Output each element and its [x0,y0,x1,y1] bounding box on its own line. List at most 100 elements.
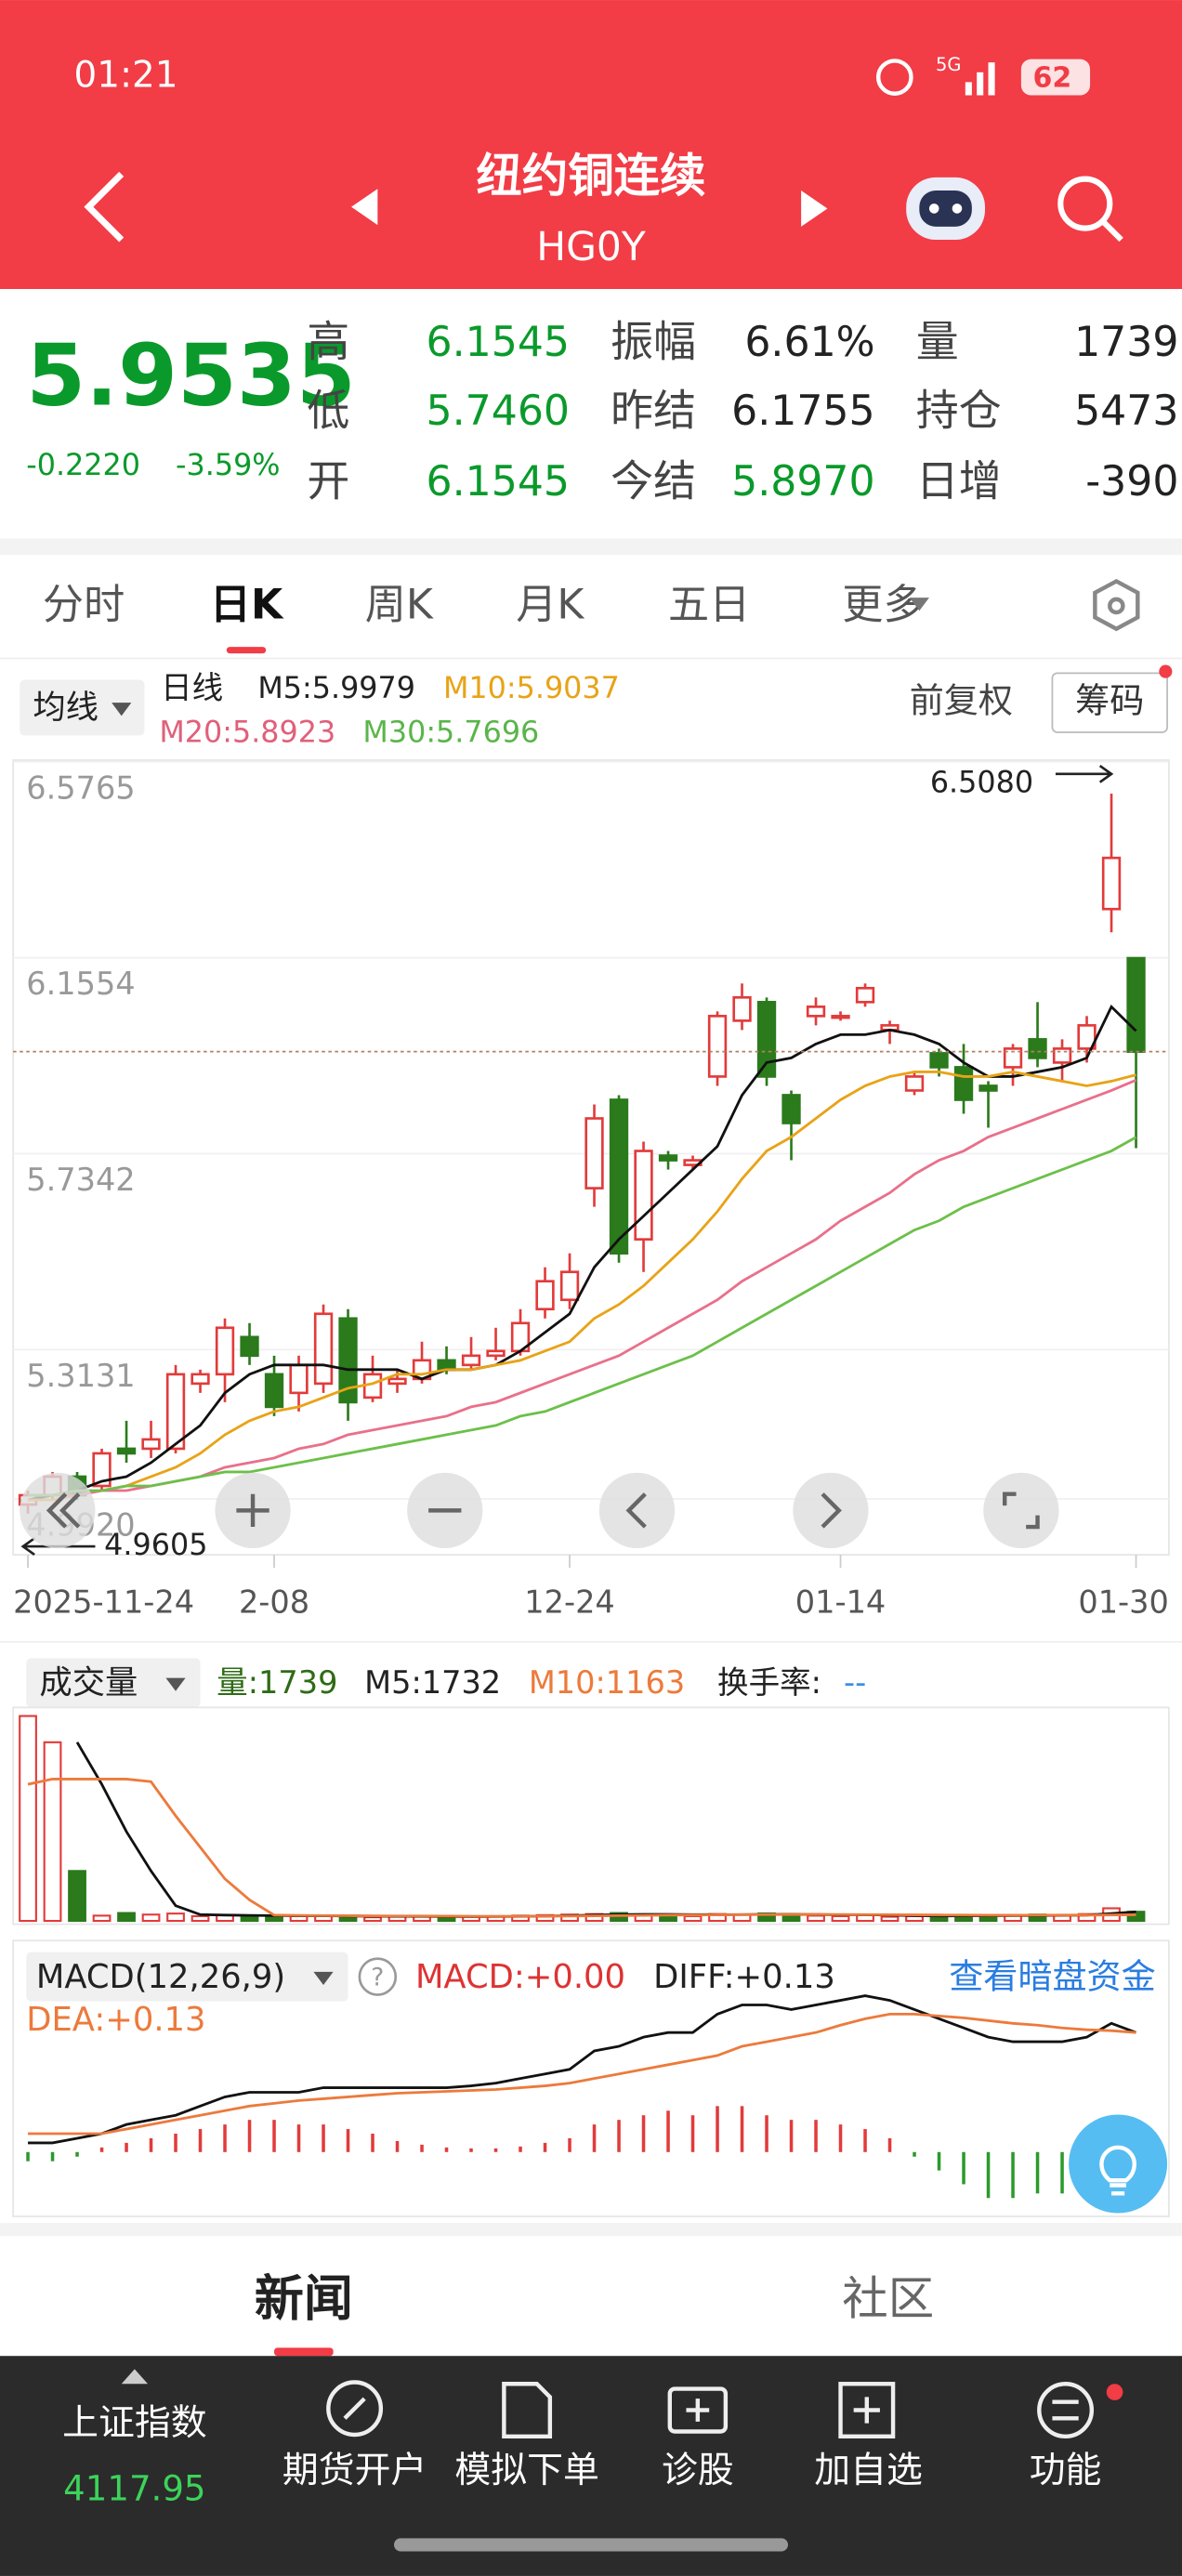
control-button[interactable] [983,1472,1059,1549]
ma-selector[interactable] [20,679,145,736]
nav-icon [326,2380,384,2438]
search-icon[interactable] [1057,176,1123,243]
candle-body [953,1066,974,1101]
indicator-line [27,1004,1137,1502]
control-icon [1002,1492,1040,1530]
candle-body [634,1150,653,1241]
macd-selector[interactable] [26,1952,348,2002]
candle-body [1028,1038,1047,1059]
period-tab[interactable]: 日K [210,582,284,629]
prev-contract[interactable] [351,189,378,226]
chips-label: 筹码 [1075,681,1144,721]
battery-icon [1020,59,1091,96]
high-label: 6.5080 [930,765,1033,799]
volume-bar [807,1914,825,1923]
volume-frame [12,1706,1170,1925]
volume-bar [363,1916,382,1923]
candle-body [732,996,752,1022]
volume-bar [880,1915,900,1923]
period-tab[interactable]: 更多 [842,582,924,629]
candle-body [92,1452,112,1488]
divider [0,538,1182,556]
battery-level: 62 [1033,61,1072,94]
back-button[interactable] [84,171,125,243]
volume-bar [92,1914,112,1923]
ma-legend-item: M10:5.9037 [443,671,620,705]
ma-legend-item: M30:5.7696 [362,716,539,750]
nav-icons [326,2380,1095,2438]
last-price: 5.9535 [26,325,355,425]
help-icon[interactable] [358,1957,398,1996]
volume-bar [43,1741,62,1923]
macd-legend-item: DEA:+0.13 [26,2001,205,2039]
volume-legend-item: M10:1163 [529,1664,685,1701]
nav-label[interactable]: 功能 [1030,2450,1102,2491]
index-expand[interactable] [121,2369,148,2385]
field-label: 低 [307,386,349,436]
volume-bar [683,1914,703,1923]
nav-icon [667,2386,729,2434]
period-tab[interactable]: 周K [365,582,434,629]
volume-bar [190,1914,210,1923]
candle-body [559,1270,580,1302]
candle-body [535,1280,555,1311]
candle-body [461,1354,481,1367]
control-button[interactable] [793,1472,869,1549]
volume-legend-item: M5:1732 [364,1664,501,1701]
badge [1106,2384,1123,2400]
period-tab[interactable]: 分时 [43,582,125,629]
nav-label[interactable]: 诊股 [662,2450,734,2491]
x-tick-label: 2-08 [239,1584,309,1621]
y-tick-label: 6.5765 [26,769,135,806]
macd-caret [313,1971,334,1985]
volume-bar [117,1912,136,1923]
price-change-pct: -3.59% [176,448,280,482]
nav-icon [686,2399,710,2422]
news-tab-underline [274,2347,334,2357]
candle-body [781,1094,801,1124]
candle-body [707,1015,728,1078]
period-tab[interactable]: 五日 [668,582,750,629]
field-label: 今结 [611,456,696,506]
volume-bar [265,1915,283,1923]
volume-selector[interactable] [26,1658,201,1708]
field-label: 日增 [916,456,1002,506]
chips-button[interactable] [1051,672,1168,733]
candle-body [486,1349,506,1358]
candle-body [190,1373,210,1386]
nav-label[interactable]: 模拟下单 [454,2450,598,2491]
field-value: 5.7460 [427,388,571,435]
header-bg [0,0,1182,289]
period-tab[interactable]: 月K [516,582,584,629]
indicator-line [28,1994,1137,2145]
field-label: 量 [916,317,959,367]
control-button[interactable] [598,1472,676,1549]
news-tab[interactable]: 新闻 [255,2271,353,2328]
indicator-line [28,1078,1137,1497]
nav-icon [838,2382,896,2438]
control-button[interactable] [20,1472,96,1549]
assistant-icon[interactable] [906,177,985,240]
candle-body [1052,1047,1072,1064]
volume-title: 成交量 [39,1664,138,1702]
adjust-mode[interactable]: 前复权 [910,681,1013,721]
tips-button[interactable] [1069,2114,1168,2214]
control-icon [236,1493,269,1528]
candle-body [584,1117,604,1189]
ma-legend-item: M5:5.9979 [257,671,415,705]
ma-legend-item: M20:5.8923 [159,716,335,750]
candle-body [806,1005,826,1018]
next-contract[interactable] [801,190,828,227]
more-caret [909,598,929,611]
candle-body [1126,956,1146,1053]
news-tab[interactable]: 社区 [842,2271,934,2325]
field-value: 1739 [1074,319,1178,366]
settings-icon[interactable] [1093,578,1140,632]
nav-label[interactable]: 加自选 [814,2450,923,2491]
y-tick-label: 5.7342 [26,1162,135,1198]
volume-legend-item: 量:1739 [217,1664,337,1701]
x-tick-label: 01-14 [795,1584,886,1621]
nav-label[interactable]: 期货开户 [282,2450,427,2491]
dark-pool-link[interactable]: 查看暗盘资金 [949,1956,1155,1996]
indicator-line [75,1741,1136,1918]
